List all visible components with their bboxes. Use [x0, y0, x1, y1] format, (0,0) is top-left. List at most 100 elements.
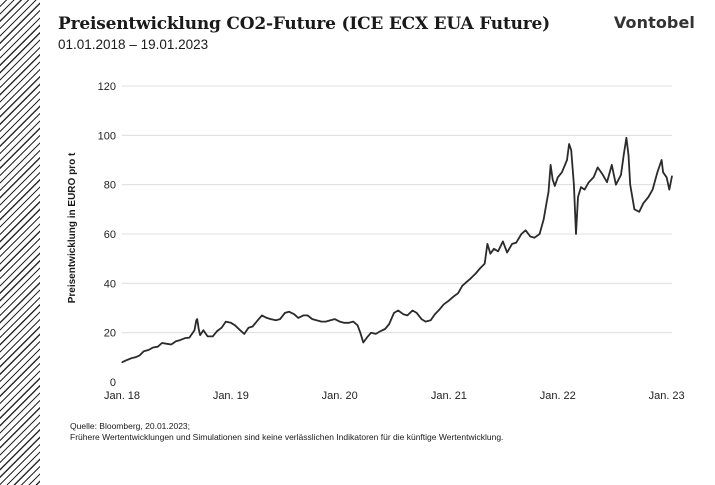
x-tick-label: Jan. 22 — [540, 390, 576, 402]
data-point — [547, 191, 550, 193]
data-point — [334, 318, 336, 320]
data-point — [662, 171, 664, 173]
data-point — [270, 318, 272, 320]
data-point — [642, 202, 645, 204]
hatched-border — [0, 0, 40, 485]
data-point — [443, 303, 445, 305]
data-point — [216, 330, 218, 332]
data-point — [297, 317, 299, 319]
data-point — [661, 159, 663, 161]
data-point — [588, 181, 590, 183]
data-point — [166, 343, 168, 345]
data-point — [506, 251, 508, 254]
y-tick-label: 100 — [98, 130, 116, 142]
data-point — [152, 346, 154, 349]
data-point — [393, 312, 395, 314]
data-point — [239, 329, 241, 331]
data-point — [388, 323, 390, 325]
data-point — [543, 218, 545, 220]
data-point — [288, 311, 290, 313]
data-point — [529, 235, 531, 238]
data-point — [575, 233, 577, 235]
data-point — [647, 196, 650, 198]
data-point — [193, 329, 196, 331]
data-point — [188, 337, 190, 339]
data-point — [366, 337, 368, 339]
chart-footer: Quelle: Bloomberg, 20.01.2023; Frühere W… — [70, 421, 503, 443]
data-point — [357, 324, 359, 326]
data-point — [638, 211, 640, 213]
data-point — [550, 164, 552, 166]
data-point — [379, 330, 381, 332]
data-point — [627, 154, 630, 156]
data-point — [311, 318, 313, 320]
y-tick-labels: 0 20 40 60 80 100 120 — [98, 81, 116, 389]
data-point — [568, 143, 570, 145]
data-point — [577, 196, 579, 198]
data-point — [362, 341, 364, 344]
data-point — [584, 189, 586, 191]
data-point — [384, 328, 386, 330]
data-point — [439, 308, 441, 310]
data-point — [552, 179, 554, 181]
gridlines — [122, 85, 672, 334]
y-tick-label: 60 — [104, 229, 116, 241]
x-tick-label: Jan. 23 — [649, 390, 685, 402]
data-point — [533, 237, 536, 239]
data-point — [243, 333, 245, 335]
data-point — [525, 229, 527, 231]
data-point — [580, 186, 582, 188]
data-point — [199, 334, 201, 336]
page-subtitle: 01.01.2018 – 19.01.2023 — [58, 37, 209, 52]
x-tick-label: Jan. 19 — [213, 390, 249, 402]
data-point — [573, 184, 575, 186]
data-point — [275, 319, 277, 321]
data-point — [539, 233, 541, 235]
data-point — [302, 314, 304, 316]
data-point — [671, 175, 673, 177]
data-point — [623, 154, 625, 156]
y-tick-label: 40 — [104, 278, 116, 290]
data-point — [234, 324, 236, 326]
x-tick-label: Jan. 21 — [431, 390, 467, 402]
data-point — [511, 243, 513, 245]
data-point — [489, 253, 491, 255]
source-note: Quelle: Bloomberg, 20.01.2023; — [70, 421, 191, 431]
page-title: Preisentwicklung CO2-Future (ICE ECX EUA… — [58, 14, 550, 34]
data-point — [121, 361, 123, 363]
data-point — [202, 329, 204, 331]
data-point — [666, 176, 668, 178]
data-point — [546, 201, 548, 203]
data-point — [502, 240, 504, 242]
data-point — [134, 356, 136, 358]
data-point — [221, 327, 223, 329]
data-point — [629, 184, 631, 186]
data-point — [470, 277, 472, 279]
data-point — [339, 321, 341, 323]
data-point — [375, 333, 377, 335]
data-point — [225, 321, 227, 323]
data-point — [293, 313, 295, 315]
data-point — [620, 174, 622, 176]
data-point — [411, 309, 414, 312]
data-point — [329, 319, 332, 321]
data-point — [161, 342, 163, 344]
data-point — [484, 263, 486, 265]
data-point — [252, 325, 254, 328]
data-point — [315, 319, 318, 321]
data-point — [452, 296, 454, 298]
data-point — [397, 309, 399, 312]
y-axis-label: Preisentwicklung in EURO pro t — [67, 152, 78, 303]
data-point — [348, 322, 350, 324]
data-point — [457, 292, 459, 294]
data-point — [602, 174, 604, 176]
data-point — [652, 189, 654, 191]
data-point — [320, 321, 323, 323]
data-point — [261, 314, 263, 316]
data-point — [139, 354, 141, 356]
data-point — [566, 159, 568, 161]
data-point — [416, 312, 418, 314]
data-point — [175, 340, 177, 342]
y-tick-label: 20 — [104, 328, 116, 340]
